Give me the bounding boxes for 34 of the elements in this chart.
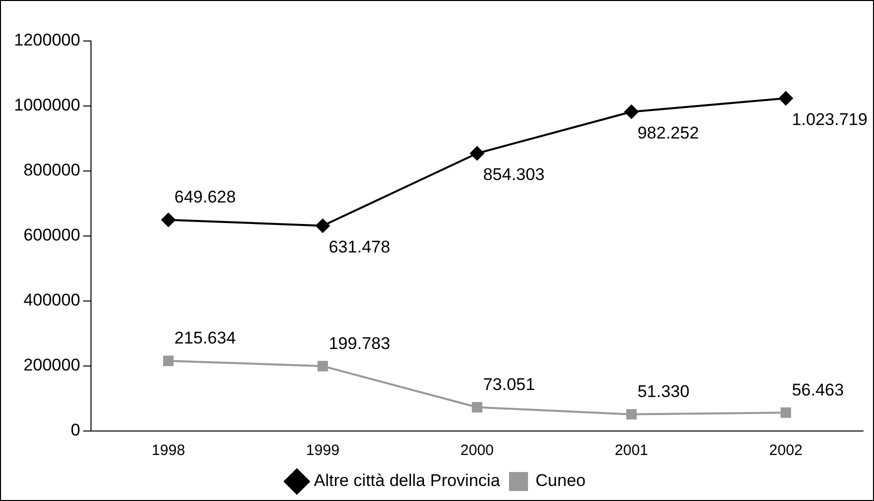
legend-label: Cuneo bbox=[536, 471, 586, 490]
data-label: 854.303 bbox=[483, 165, 545, 184]
x-tick-label: 1998 bbox=[152, 442, 186, 460]
point bbox=[161, 212, 176, 227]
y-tick-label: 1000000 bbox=[14, 96, 80, 115]
x-tick-label: 1999 bbox=[306, 442, 340, 460]
y-tick-label: 400000 bbox=[23, 290, 80, 310]
x-tick-label: 2001 bbox=[614, 442, 648, 460]
point bbox=[470, 146, 484, 160]
y-tick-label: 800000 bbox=[23, 160, 80, 180]
point bbox=[316, 218, 330, 233]
point bbox=[778, 91, 793, 106]
y-tick-label: 1200000 bbox=[14, 30, 80, 50]
point bbox=[317, 360, 328, 372]
data-label: 649.628 bbox=[174, 188, 236, 207]
data-label: 631.478 bbox=[328, 237, 390, 256]
x-tick-label: 2002 bbox=[769, 442, 803, 460]
y-tick-label: 600000 bbox=[23, 226, 80, 245]
point bbox=[626, 409, 637, 420]
point bbox=[163, 356, 174, 366]
y-tick-label: 0 bbox=[70, 420, 80, 440]
data-label: 982.252 bbox=[637, 123, 699, 142]
data-label: 1.023.719 bbox=[792, 110, 868, 129]
data-label: 199.783 bbox=[328, 334, 390, 353]
data-label: 51.330 bbox=[637, 382, 690, 402]
x-tick-label: 2000 bbox=[460, 442, 494, 460]
point bbox=[624, 104, 638, 119]
y-tick-label: 200000 bbox=[23, 356, 80, 375]
legend-label: Altre città della Provincia bbox=[314, 471, 501, 490]
data-label: 56.463 bbox=[792, 380, 844, 400]
data-label: 73.051 bbox=[483, 374, 536, 394]
data-label: 215.634 bbox=[174, 328, 236, 348]
point bbox=[472, 402, 482, 412]
point bbox=[780, 407, 792, 418]
